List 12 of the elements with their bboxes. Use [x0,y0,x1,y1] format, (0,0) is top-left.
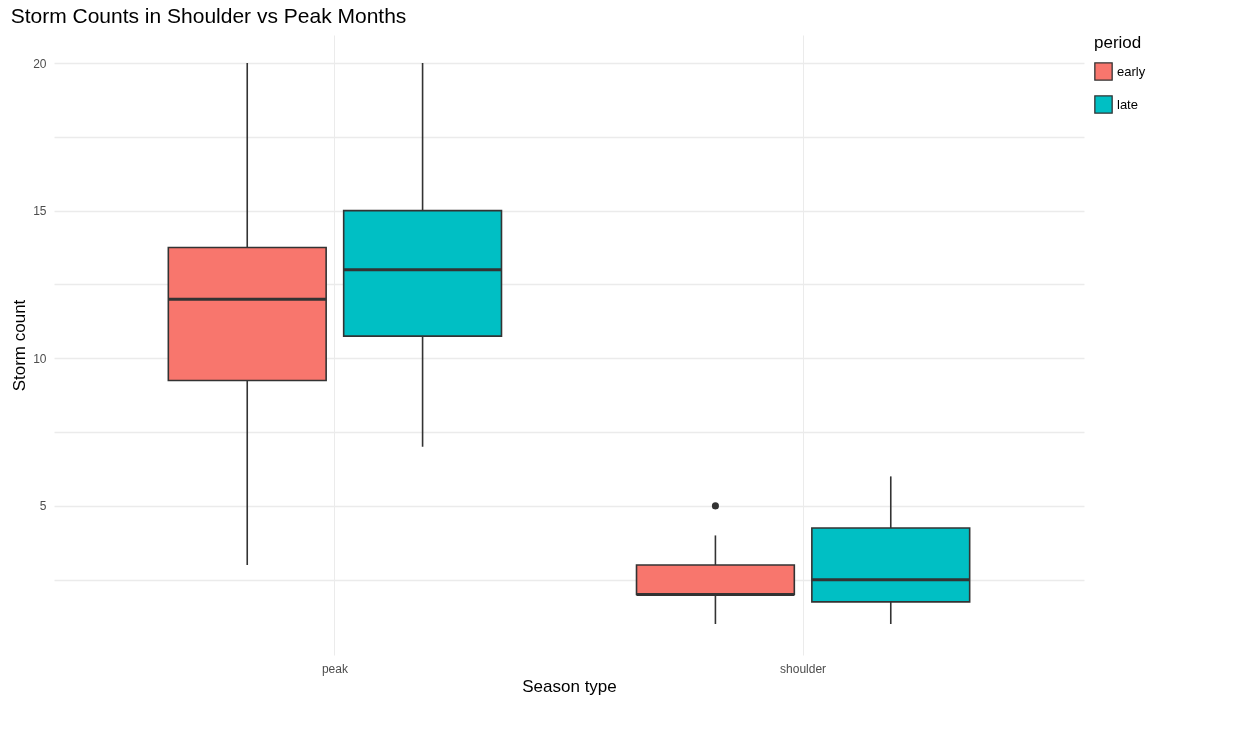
legend-title: period [1094,33,1142,52]
y-tick-label: 5 [39,499,47,514]
x-tick-label: shoulder [780,661,827,676]
y-tick-label: 10 [33,351,47,366]
y-tick-label: 20 [33,56,47,71]
legend-label: early [1117,63,1146,79]
y-axis-title: Storm count [10,299,30,392]
legend-label: late [1117,96,1138,112]
x-tick-label: peak [321,661,349,676]
chart-title: Storm Counts in Shoulder vs Peak Months [10,4,407,27]
y-tick-label: 15 [33,204,47,219]
x-axis-title: Season type [522,676,617,696]
